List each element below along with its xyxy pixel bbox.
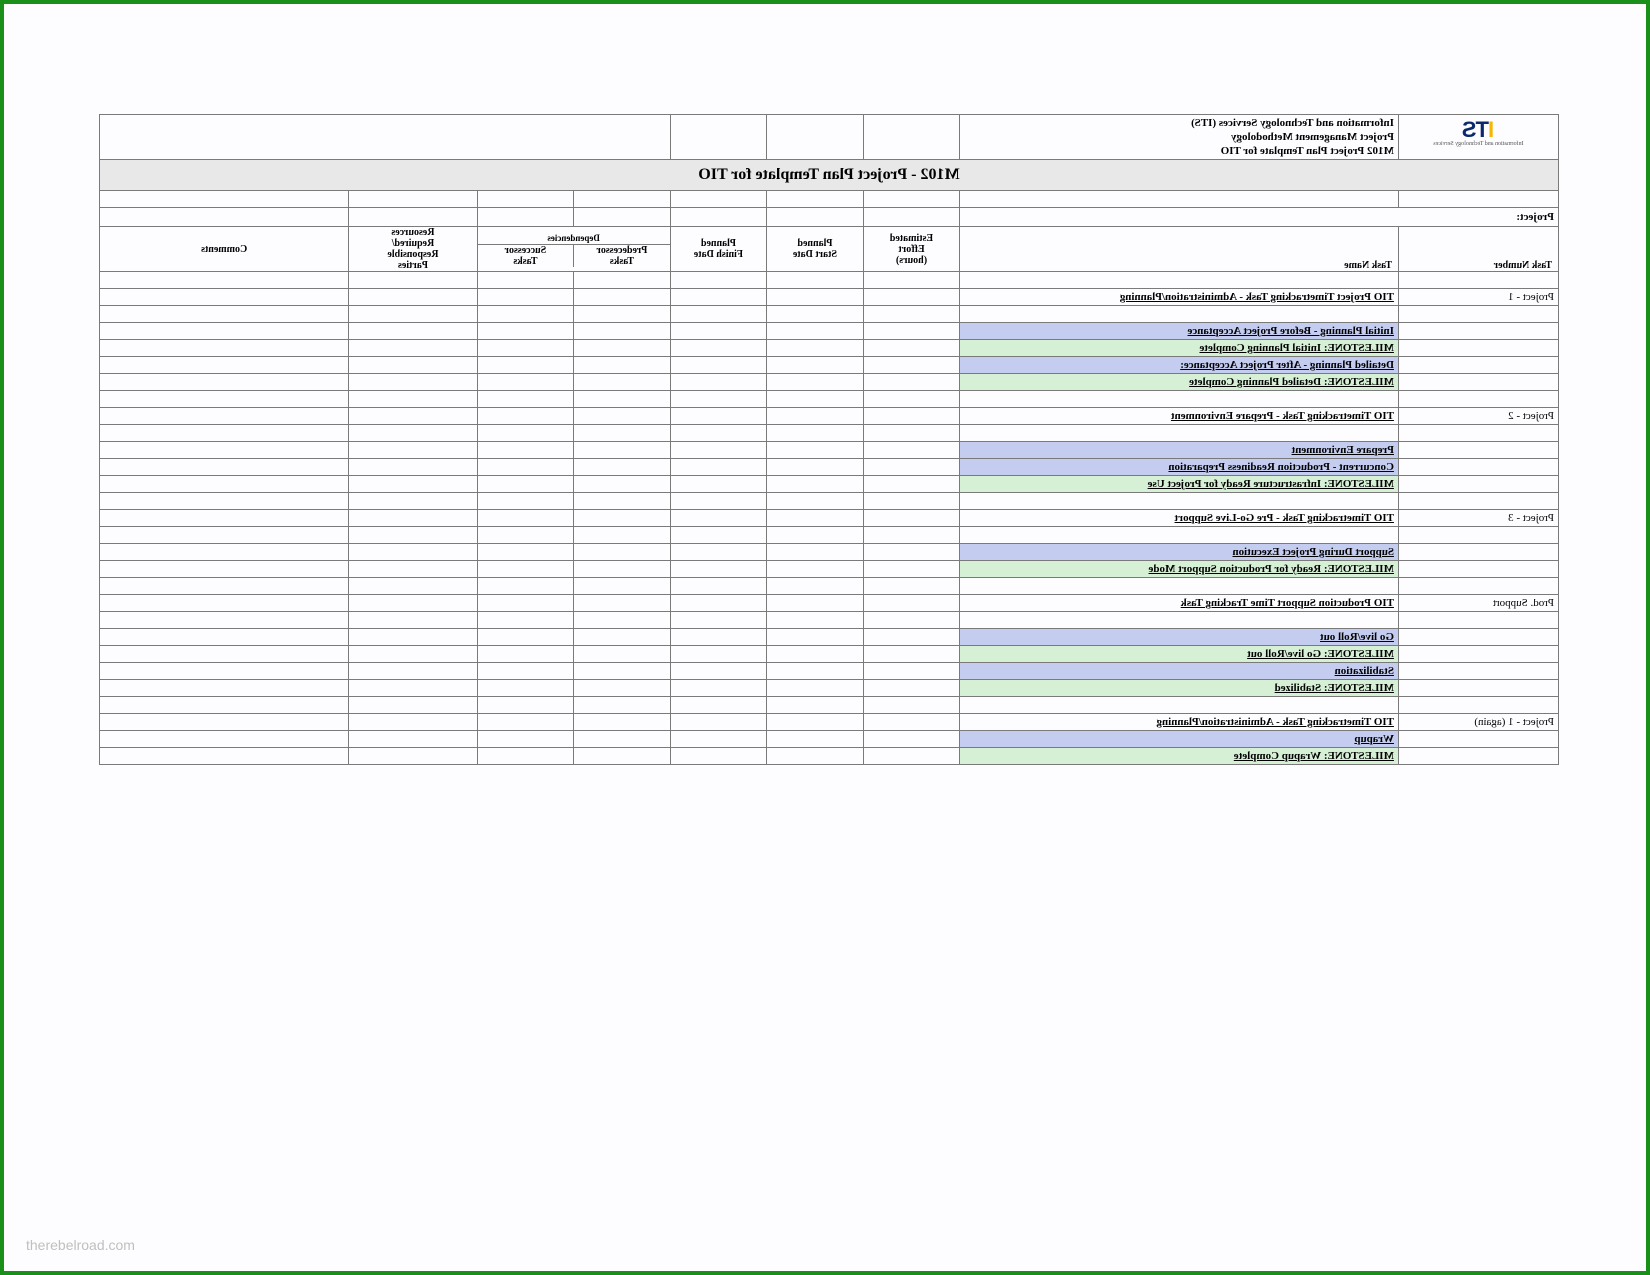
header-blank-2 xyxy=(767,115,864,160)
table-row xyxy=(100,306,1559,323)
table-row: MILESTONE: Go live/Roll out xyxy=(100,646,1559,663)
task-number-cell: Project - 3 xyxy=(1398,510,1558,527)
table-row: Support During Project Execution xyxy=(100,544,1559,561)
task-cell: Prepare Environment xyxy=(960,442,1399,459)
milestone-cell: MILESTONE: Wrapup Complete xyxy=(960,748,1399,765)
task-cell: Wrapup xyxy=(960,731,1399,748)
org-title-block: Information and Technology Services (ITS… xyxy=(960,115,1399,160)
org-line-2: Project Management Methodology xyxy=(964,130,1394,144)
header-blank-wide xyxy=(100,115,671,160)
header-row: ITS Information and Technology Services … xyxy=(100,115,1559,160)
title-band-row: M102 - Project Plan Template for TIO xyxy=(100,160,1559,191)
table-row xyxy=(100,612,1559,629)
col-resources: Resources Required/ Responsible Parties xyxy=(349,227,477,272)
table-row: Project - 1 (again)TIO Timetracking Task… xyxy=(100,714,1559,731)
table-row: Initial Planning - Before Project Accept… xyxy=(100,323,1559,340)
table-row xyxy=(100,493,1559,510)
task-cell: Go live/Roll out xyxy=(960,629,1399,646)
table-row: Concurrent - Production Readiness Prepar… xyxy=(100,459,1559,476)
table-row xyxy=(100,527,1559,544)
table-row: Project - 3TIO Timetracking Task - Pre G… xyxy=(100,510,1559,527)
milestone-cell: MILESTONE: Initial Planning Complete xyxy=(960,340,1399,357)
org-line-3: M102 Project Plan Template for TIO xyxy=(964,144,1394,158)
header-blank-1 xyxy=(863,115,960,160)
table-row xyxy=(100,697,1559,714)
project-label: Project: xyxy=(960,208,1559,227)
table-row: MILESTONE: Infrastructure Ready for Proj… xyxy=(100,476,1559,493)
col-comments: Comments xyxy=(100,227,349,272)
project-plan-table: ITS Information and Technology Services … xyxy=(99,114,1559,765)
table-row: Detailed Planning - After Project Accept… xyxy=(100,357,1559,374)
task-cell: Support During Project Execution xyxy=(960,544,1399,561)
table-row xyxy=(100,272,1559,289)
table-row: Prepare Environment xyxy=(100,442,1559,459)
section-title-cell: TIO Timetracking Task - Pre Go-Live Supp… xyxy=(960,510,1399,527)
table-row xyxy=(100,425,1559,442)
task-number-cell: Project - 1 xyxy=(1398,289,1558,306)
col-dependencies: Dependencies PredecessorTasks SuccessorT… xyxy=(477,227,670,272)
col-effort: Estimated Effort (hours) xyxy=(863,227,960,272)
section-title-cell: TIO Timetracking Task - Administration/P… xyxy=(960,714,1399,731)
col-task-name: Task Name xyxy=(960,227,1399,272)
task-number-cell: Prod. Support xyxy=(1398,595,1558,612)
task-cell: Concurrent - Production Readiness Prepar… xyxy=(960,459,1399,476)
task-cell: Initial Planning - Before Project Accept… xyxy=(960,323,1399,340)
spacer-row-1 xyxy=(100,191,1559,208)
table-row: MILESTONE: Stabilized xyxy=(100,680,1559,697)
table-body: Project - 1TIO Project Timetracking Task… xyxy=(100,272,1559,765)
table-row xyxy=(100,391,1559,408)
table-row: Project - 1TIO Project Timetracking Task… xyxy=(100,289,1559,306)
table-row: MILESTONE: Initial Planning Complete xyxy=(100,340,1559,357)
col-dep-group: Dependencies xyxy=(478,232,670,245)
milestone-cell: MILESTONE: Detailed Planning Complete xyxy=(960,374,1399,391)
milestone-cell: MILESTONE: Infrastructure Ready for Proj… xyxy=(960,476,1399,493)
table-row: MILESTONE: Wrapup Complete xyxy=(100,748,1559,765)
col-start-date: Planned Start Date xyxy=(767,227,864,272)
milestone-cell: MILESTONE: Stabilized xyxy=(960,680,1399,697)
table-row: Project - 2TIO Timetracking Task - Prepa… xyxy=(100,408,1559,425)
milestone-cell: MILESTONE: Ready for Production Support … xyxy=(960,561,1399,578)
task-cell: Detailed Planning - After Project Accept… xyxy=(960,357,1399,374)
section-title-cell: TIO Project Timetracking Task - Administ… xyxy=(960,289,1399,306)
header-blank-3 xyxy=(670,115,767,160)
title-band: M102 - Project Plan Template for TIO xyxy=(100,160,1559,191)
section-title-cell: TIO Timetracking Task - Prepare Environm… xyxy=(960,408,1399,425)
col-successor: SuccessorTasks xyxy=(478,245,575,267)
table-row xyxy=(100,578,1559,595)
project-label-row: Project: xyxy=(100,208,1559,227)
watermark-text: therebelroad.com xyxy=(26,1237,135,1253)
table-row: Go live/Roll out xyxy=(100,629,1559,646)
milestone-cell: MILESTONE: Go live/Roll out xyxy=(960,646,1399,663)
logo-tagline: Information and Technology Services xyxy=(1403,137,1554,151)
column-header-row: Task Number Task Name Estimated Effort (… xyxy=(100,227,1559,272)
table-row: MILESTONE: Detailed Planning Complete xyxy=(100,374,1559,391)
task-cell: Stabilization xyxy=(960,663,1399,680)
table-row: Wrapup xyxy=(100,731,1559,748)
table-row: Prod. SupportTIO Production Support Time… xyxy=(100,595,1559,612)
task-number-cell: Project - 2 xyxy=(1398,408,1558,425)
task-number-cell: Project - 1 (again) xyxy=(1398,714,1558,731)
spreadsheet-mirror-wrap: ITS Information and Technology Services … xyxy=(99,114,1559,765)
col-predecessor: PredecessorTasks xyxy=(574,245,670,267)
col-task-number: Task Number xyxy=(1398,227,1558,272)
page-frame: ITS Information and Technology Services … xyxy=(0,0,1650,1275)
table-row: Stabilization xyxy=(100,663,1559,680)
section-title-cell: TIO Production Support Time Tracking Tas… xyxy=(960,595,1399,612)
logo-cell: ITS Information and Technology Services xyxy=(1398,115,1558,160)
table-row: MILESTONE: Ready for Production Support … xyxy=(100,561,1559,578)
col-finish-date: Planned Finish Date xyxy=(670,227,767,272)
org-line-1: Information and Technology Services (ITS… xyxy=(964,116,1394,130)
